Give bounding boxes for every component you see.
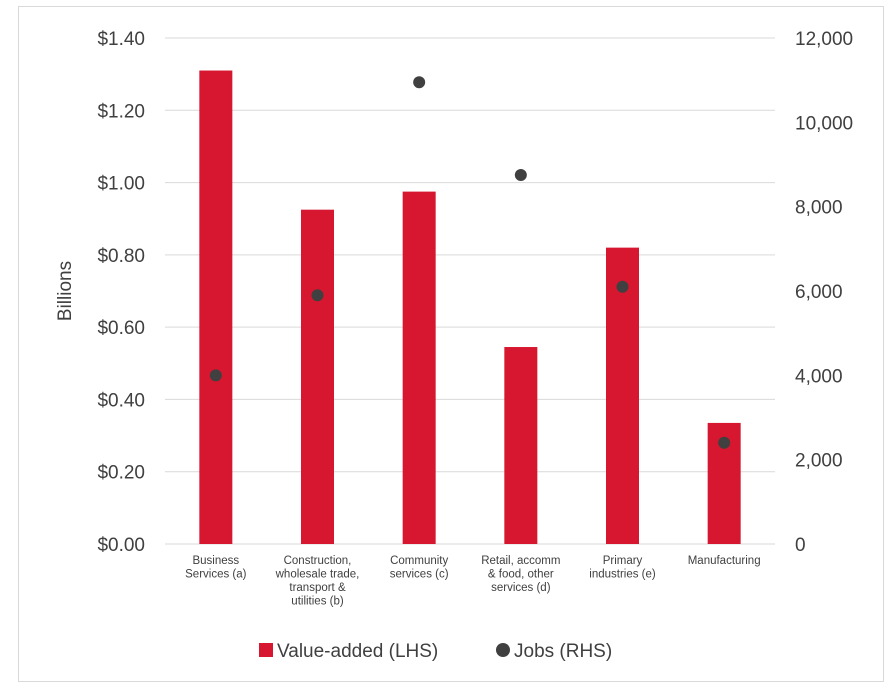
- right-tick-label: 6,000: [795, 282, 843, 303]
- chart-frame: [18, 6, 884, 682]
- legend: Value-added (LHS) Jobs (RHS): [259, 641, 612, 662]
- left-tick-label: $0.40: [97, 390, 145, 411]
- bar: [199, 70, 233, 545]
- left-tick-label: $1.20: [97, 101, 145, 122]
- jobs-point: [413, 76, 426, 89]
- left-axis-ticks: $0.00 $0.20 $0.40 $0.60 $0.80 $1.00 $1.20 $1.40: [97, 29, 145, 556]
- left-tick-label: $0.80: [97, 246, 145, 267]
- jobs-point: [209, 369, 222, 382]
- left-tick-label: $0.00: [97, 535, 145, 556]
- gridlines: [165, 37, 775, 545]
- jobs-point: [514, 169, 527, 182]
- left-tick-label: $0.20: [97, 463, 145, 484]
- legend-label-jobs: Jobs (RHS): [514, 641, 612, 662]
- jobs-point: [311, 289, 324, 302]
- right-tick-label: 4,000: [795, 366, 843, 387]
- bar: [504, 347, 538, 544]
- left-tick-label: $1.40: [97, 29, 145, 50]
- bar: [301, 209, 334, 544]
- category-label: Business Services (a): [185, 555, 247, 581]
- category-label: Retail, accomm & food, other services (d): [481, 555, 560, 594]
- y-axis-label: Billions: [55, 261, 76, 321]
- right-tick-label: 8,000: [795, 198, 843, 219]
- category-label: Manufacturing: [688, 555, 761, 567]
- category-label: Primary industries (e): [589, 555, 656, 581]
- value-added-bars: [199, 70, 741, 545]
- jobs-point: [616, 280, 629, 293]
- right-tick-label: 0: [795, 535, 806, 556]
- bar: [606, 247, 639, 544]
- category-label: Construction, wholesale trade, transport &…: [275, 555, 360, 608]
- left-tick-label: $0.60: [97, 318, 145, 339]
- right-tick-label: 2,000: [795, 451, 843, 472]
- right-tick-label: 12,000: [795, 29, 853, 50]
- right-tick-label: 10,000: [795, 113, 853, 134]
- legend-label-value-added: Value-added (LHS): [277, 641, 438, 662]
- right-axis-ticks: 0 2,000 4,000 6,000 8,000 10,000 12,000: [795, 29, 853, 556]
- bar: [402, 191, 436, 544]
- category-labels: Business Services (a) Construction, wholesa…: [185, 555, 760, 608]
- jobs-point: [718, 436, 731, 449]
- category-label: Community services (c): [390, 555, 449, 581]
- legend-swatch-value-added: [259, 643, 273, 657]
- left-tick-label: $1.00: [97, 174, 145, 195]
- jobs-points: [209, 76, 731, 449]
- legend-marker-jobs: [496, 643, 510, 657]
